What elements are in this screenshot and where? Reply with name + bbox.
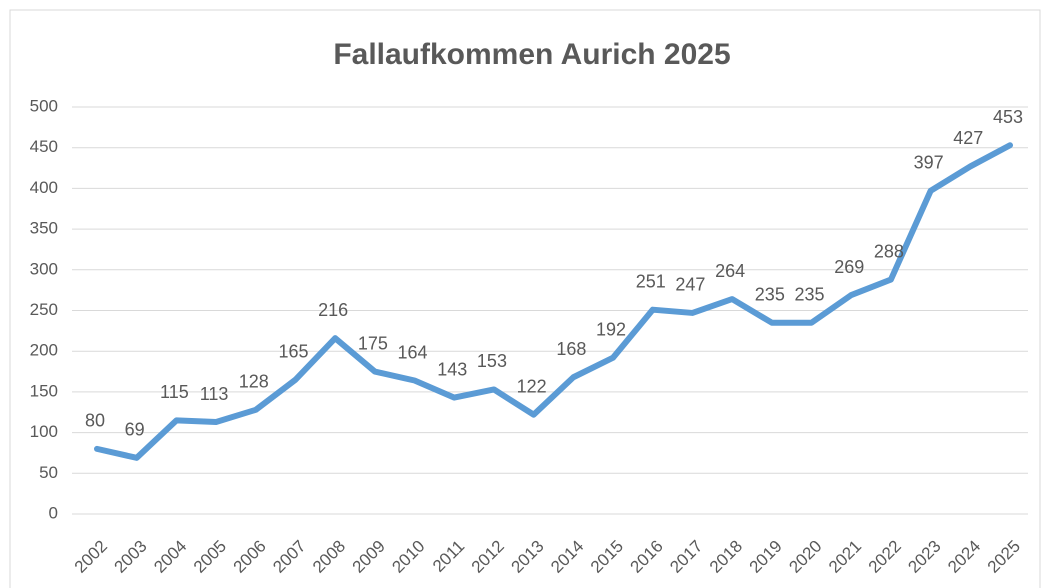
x-tick-label: 2017 <box>666 537 706 577</box>
y-tick-label: 200 <box>30 341 58 360</box>
x-tick-label: 2003 <box>111 537 151 577</box>
x-tick-label: 2019 <box>746 537 786 577</box>
y-tick-label: 450 <box>30 137 58 156</box>
data-label: 69 <box>125 420 145 440</box>
y-tick-label: 500 <box>30 96 58 115</box>
data-label: 397 <box>914 153 944 173</box>
chart-border <box>9 9 1041 588</box>
data-label: 113 <box>200 384 229 404</box>
x-tick-label: 2016 <box>627 537 667 577</box>
data-label: 168 <box>556 339 586 359</box>
x-tick-label: 2006 <box>230 537 270 577</box>
data-label: 247 <box>675 275 705 295</box>
x-tick-label: 2010 <box>388 537 428 577</box>
x-tick-label: 2021 <box>825 537 865 577</box>
x-tick-label: 2020 <box>785 537 825 577</box>
data-label: 165 <box>278 341 308 361</box>
data-label: 153 <box>477 351 507 371</box>
data-label: 288 <box>874 241 904 261</box>
x-tick-label: 2022 <box>865 537 905 577</box>
data-label: 235 <box>755 284 785 304</box>
y-tick-label: 400 <box>30 178 58 197</box>
data-label: 80 <box>85 411 105 431</box>
data-label: 269 <box>834 257 864 277</box>
x-tick-label: 2009 <box>349 537 389 577</box>
x-tick-label: 2013 <box>507 537 547 577</box>
x-tick-label: 2004 <box>150 537 190 577</box>
x-tick-label: 2014 <box>547 537 587 577</box>
x-tick-label: 2012 <box>468 537 508 577</box>
data-label: 164 <box>398 342 428 362</box>
data-label: 216 <box>318 300 348 320</box>
x-tick-label: 2023 <box>904 537 944 577</box>
data-label: 264 <box>715 261 745 281</box>
chart-title: Fallaufkommen Aurich 2025 <box>333 38 730 71</box>
x-tick-label: 2015 <box>587 537 627 577</box>
data-label: 128 <box>239 372 269 392</box>
y-tick-label: 300 <box>30 259 58 278</box>
x-tick-label: 2011 <box>429 537 468 576</box>
data-line <box>94 142 1013 461</box>
x-tick-label: 2005 <box>190 537 230 577</box>
x-tick-label: 2018 <box>706 537 746 577</box>
y-tick-label: 350 <box>30 219 58 238</box>
data-label: 453 <box>993 107 1023 127</box>
data-label: 115 <box>160 382 189 402</box>
data-label: 192 <box>596 319 626 339</box>
x-tick-label: 2002 <box>71 537 111 577</box>
data-label: 122 <box>517 376 547 396</box>
y-tick-label: 0 <box>49 503 58 522</box>
data-label: 235 <box>794 284 824 304</box>
x-tick-label: 2008 <box>309 537 349 577</box>
x-tick-label: 2007 <box>269 537 309 577</box>
data-label: 143 <box>437 359 467 379</box>
data-label: 175 <box>358 333 388 353</box>
y-tick-label: 250 <box>30 300 58 319</box>
y-tick-label: 150 <box>30 381 58 400</box>
x-tick-label: 2024 <box>944 537 984 577</box>
data-label: 427 <box>953 128 983 148</box>
x-tick-label: 2025 <box>984 537 1024 577</box>
data-label: 251 <box>636 271 666 291</box>
y-tick-label: 100 <box>30 422 58 441</box>
y-tick-label: 50 <box>39 463 58 482</box>
